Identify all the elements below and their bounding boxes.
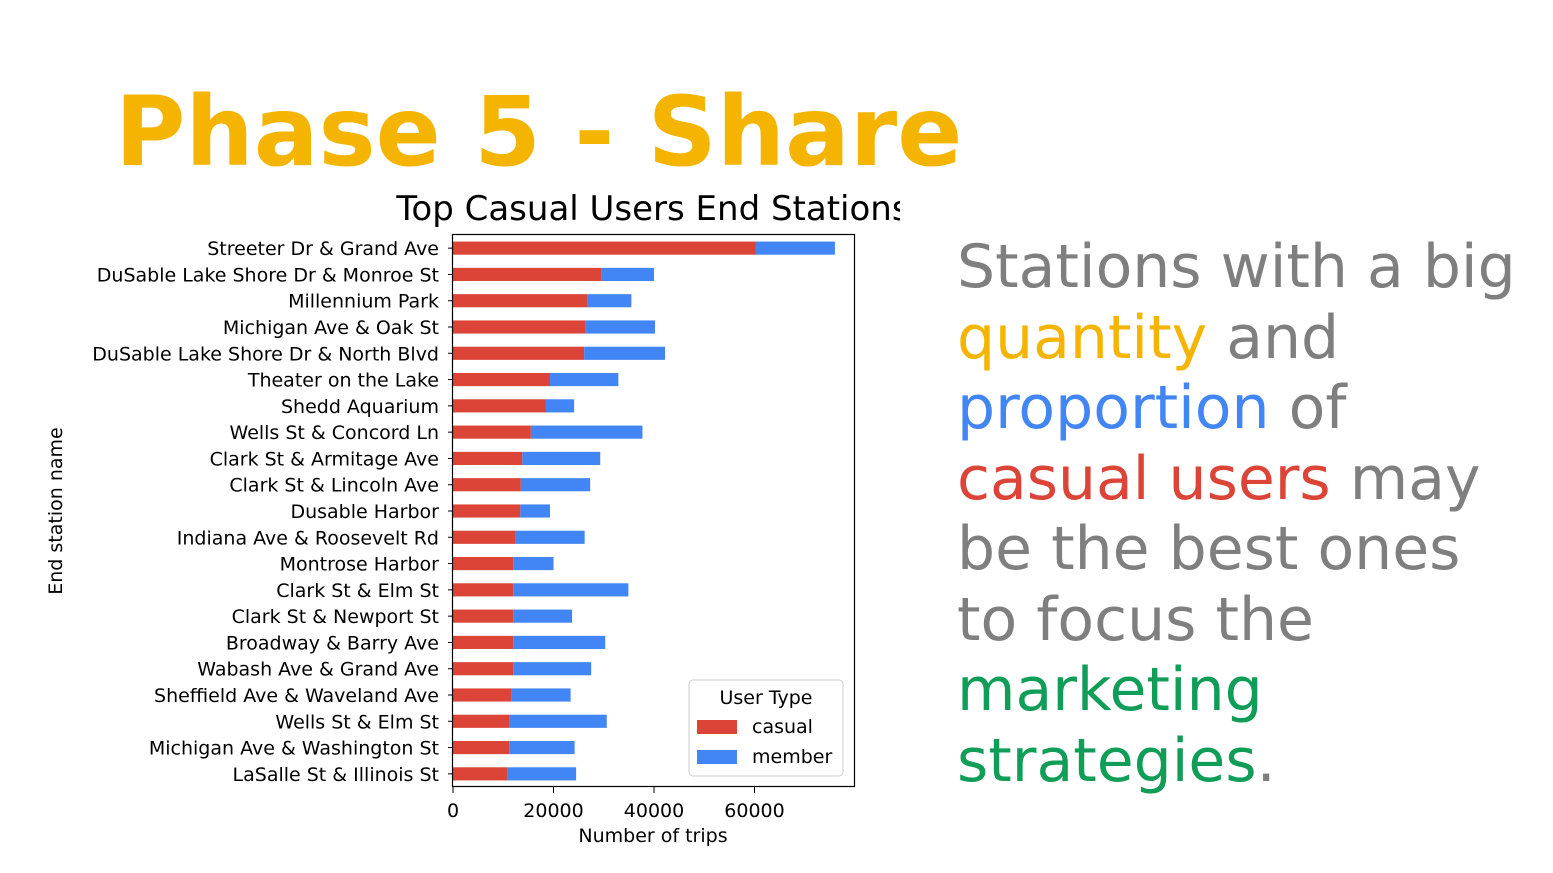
bar-casual [453, 583, 514, 597]
bar-member [530, 425, 643, 439]
message-segment: marketing strategies [957, 655, 1282, 796]
message-segment: proportion [957, 373, 1270, 443]
message-segment: quantity [957, 302, 1208, 373]
bar-casual [453, 688, 512, 702]
message-segment: . [1256, 725, 1276, 796]
bar-casual [453, 346, 585, 360]
bar-casual [453, 530, 516, 544]
bar-member [549, 373, 619, 387]
x-tick-label: 0 [447, 800, 459, 822]
bar-member [515, 530, 585, 544]
y-tick-label: Clark St & Newport St [232, 606, 439, 628]
x-ticks: 0 20000 40000 60000 [447, 787, 785, 822]
y-tick-label: Sheffield Ave & Waveland Ave [154, 685, 439, 707]
bar-casual [453, 373, 550, 387]
message-segment: casual users [957, 443, 1331, 514]
bar-member [755, 241, 835, 255]
bar-member [522, 451, 601, 465]
bar-casual [453, 767, 508, 781]
x-axis-label: Number of trips [578, 825, 727, 847]
legend-label-member: member [752, 746, 832, 768]
bar-member [545, 399, 575, 413]
bar-casual [453, 478, 521, 492]
x-tick-label: 40000 [624, 800, 684, 822]
slide-title: Phase 5 - Share [115, 76, 963, 188]
x-tick-label: 20000 [523, 800, 583, 822]
y-tick-labels: Streeter Dr & Grand Ave DuSable Lake Shor… [92, 238, 453, 786]
y-tick-label: Wells St & Concord Ln [230, 422, 439, 444]
legend-title: User Type [720, 687, 813, 709]
y-tick-label: DuSable Lake Shore Dr & North Blvd [92, 343, 439, 365]
legend: User Type casual member [688, 679, 844, 777]
bar-casual [453, 504, 521, 518]
bar-casual [453, 714, 510, 728]
bar-casual [453, 662, 514, 676]
y-tick-label: Theater on the Lake [247, 370, 439, 392]
y-tick-label: Broadway & Barry Ave [226, 632, 439, 654]
y-tick-label: Clark St & Lincoln Ave [229, 475, 439, 497]
bar-casual [453, 399, 546, 413]
bar-member [509, 741, 575, 755]
takeaway-message: Stations with a big quantity and proport… [957, 232, 1517, 796]
y-tick-label: Wells St & Elm St [275, 711, 439, 733]
message-segment: may be the best ones to focus the [957, 443, 1500, 655]
bar-casual [453, 557, 514, 571]
y-tick-label: Wabash Ave & Grand Ave [197, 659, 439, 681]
bar-group [453, 241, 835, 781]
bar-member [513, 635, 606, 649]
x-tick-label: 60000 [724, 800, 784, 822]
bar-casual [453, 609, 514, 623]
y-tick-label: Montrose Harbor [280, 554, 440, 576]
legend-swatch-member [697, 750, 737, 764]
message-segment: of [1269, 373, 1366, 443]
plot-frame [451, 233, 856, 788]
legend-swatch-casual [697, 720, 737, 734]
bar-casual [453, 320, 586, 334]
message-segment: Stations with a big [957, 232, 1535, 302]
y-tick-label: Michigan Ave & Oak St [223, 317, 439, 339]
bar-member [520, 504, 550, 518]
y-tick-label: Millennium Park [288, 291, 439, 313]
bar-casual [453, 425, 531, 439]
bar-casual [453, 635, 514, 649]
bar-casual [453, 451, 523, 465]
bar-member [601, 267, 654, 281]
legend-label-casual: casual [752, 716, 813, 738]
bar-casual [453, 267, 602, 281]
bar-member [513, 583, 629, 597]
bar-casual [453, 294, 588, 308]
bar-member [513, 557, 554, 571]
stacked-bar-chart: Top Casual Users End Stations Streeter D… [45, 189, 900, 847]
bar-member [520, 478, 591, 492]
bar-member [507, 767, 577, 781]
y-axis-label: End station name [45, 427, 67, 594]
y-tick-label: Streeter Dr & Grand Ave [207, 238, 439, 260]
bar-casual [453, 241, 756, 255]
bar-member [511, 688, 571, 702]
bar-member [587, 294, 632, 308]
y-tick-label: Dusable Harbor [290, 501, 439, 523]
y-tick-label: Shedd Aquarium [281, 396, 439, 418]
bar-member [513, 662, 592, 676]
y-tick-label: Michigan Ave & Washington St [149, 738, 439, 760]
y-tick-label: DuSable Lake Shore Dr & Monroe St [97, 264, 439, 286]
y-tick-label: LaSalle St & Illinois St [233, 764, 439, 786]
bar-member [513, 609, 573, 623]
bar-member [584, 346, 666, 360]
bar-member [585, 320, 656, 334]
chart-title: Top Casual Users End Stations [395, 189, 900, 229]
bar-member [509, 714, 607, 728]
y-tick-label: Clark St & Armitage Ave [210, 448, 439, 470]
y-tick-label: Indiana Ave & Roosevelt Rd [177, 527, 439, 549]
message-segment: and [1207, 302, 1359, 373]
bar-casual [453, 741, 510, 755]
y-tick-label: Clark St & Elm St [276, 580, 439, 602]
